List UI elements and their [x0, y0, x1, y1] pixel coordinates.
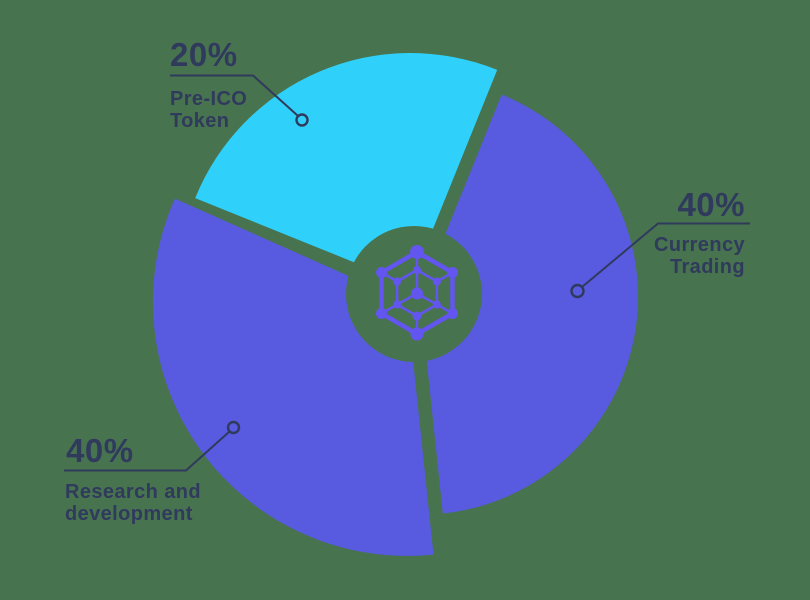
callout-currency-trading — [570, 222, 750, 299]
slice-currency-trading — [420, 94, 638, 514]
callout-line-pre-ico — [170, 74, 299, 117]
callout-research-development — [64, 420, 241, 472]
slice-label-pre-ico: Pre-ICO Token — [170, 88, 247, 132]
blockchain-cube-icon — [376, 245, 458, 341]
slice-label-currency-trading-line2: Trading — [669, 256, 745, 278]
callout-marker-currency-trading — [570, 283, 585, 299]
callout-pre-ico — [170, 74, 309, 127]
percent-label-pre-ico: 20% — [170, 36, 238, 73]
callout-marker-research-development — [226, 420, 241, 435]
callout-marker-pre-ico — [295, 113, 309, 127]
percent-label-currency-trading: 40% — [677, 186, 745, 223]
slice-label-pre-ico-line2: Token — [170, 110, 230, 132]
slice-label-research-development-line2: development — [65, 503, 193, 525]
slice-label-research-development: Research and development — [65, 481, 201, 525]
slice-label-currency-trading: Currency Trading — [654, 234, 745, 278]
callout-line-currency-trading — [581, 222, 750, 288]
slice-label-pre-ico-line1: Pre-ICO — [170, 88, 248, 110]
callout-line-research-development — [64, 430, 231, 472]
slice-label-research-development-line1: Research and — [65, 481, 201, 503]
slice-label-currency-trading-line1: Currency — [653, 234, 745, 256]
percent-label-research-development: 40% — [66, 432, 134, 469]
